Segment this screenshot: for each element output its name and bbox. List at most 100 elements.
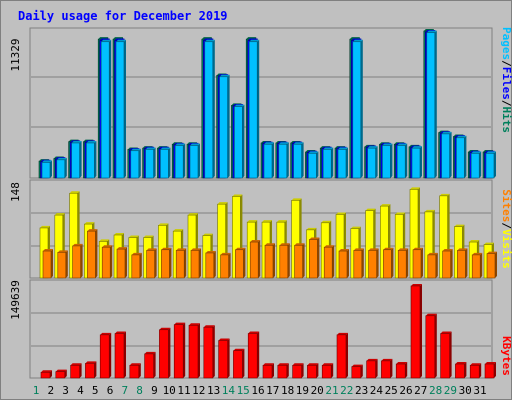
x-tick-label: 7: [121, 384, 128, 397]
bar-kbytes-9: [159, 327, 171, 379]
bar-pages-5: [100, 39, 112, 179]
bar-kbytes-21: [336, 332, 348, 379]
bar-sites-27: [427, 252, 438, 279]
x-tick-label: 16: [251, 384, 264, 397]
bar-sites-20: [323, 245, 335, 279]
y-max-label-top: 11329: [9, 38, 22, 71]
x-tick-label: 31: [473, 384, 486, 397]
bar-pages-23: [367, 146, 378, 179]
bar-kbytes-31: [484, 362, 496, 379]
bar-pages-28: [441, 131, 452, 179]
bar-kbytes-10: [173, 322, 186, 379]
bar-sites-5: [101, 245, 113, 279]
bar-sites-16: [264, 243, 275, 279]
y-max-label-middle: 148: [9, 182, 22, 202]
x-tick-label: 18: [281, 384, 294, 397]
x-tick-label: 19: [296, 384, 309, 397]
bar-sites-21: [338, 249, 349, 279]
x-tick-label: 21: [325, 384, 338, 397]
bar-sites-17: [279, 243, 290, 279]
bar-pages-14: [234, 104, 245, 179]
bar-pages-10: [174, 143, 186, 179]
bar-pages-3: [71, 140, 82, 179]
bar-sites-30: [471, 252, 483, 279]
bar-sites-11: [190, 248, 201, 279]
bar-kbytes-6: [114, 331, 126, 379]
bar-kbytes-2: [55, 369, 67, 379]
bar-pages-18: [293, 142, 304, 179]
side-label-middle: Sites/Visits: [500, 189, 512, 269]
bar-sites-19: [309, 237, 320, 279]
bar-sites-10: [175, 248, 187, 279]
bar-sites-23: [368, 248, 379, 279]
bar-pages-31: [485, 151, 496, 179]
bar-sites-1: [42, 249, 53, 279]
x-tick-label: 27: [414, 384, 427, 397]
bar-kbytes-3: [70, 363, 82, 379]
bar-pages-4: [86, 140, 97, 179]
bar-kbytes-7: [129, 363, 141, 379]
side-label-slash: /: [500, 222, 512, 229]
side-label-kbytes: KBytes: [500, 336, 512, 376]
bar-pages-16: [263, 142, 274, 179]
bar-sites-8: [146, 248, 157, 279]
bar-kbytes-12: [203, 325, 215, 379]
bar-kbytes-30: [469, 363, 482, 379]
bar-pages-13: [219, 74, 230, 179]
x-tick-label: 4: [77, 384, 84, 397]
bar-pages-2: [56, 157, 67, 179]
x-tick-label: 10: [163, 384, 176, 397]
bar-sites-3: [72, 243, 83, 279]
x-tick-label: 14: [222, 384, 236, 397]
bar-kbytes-15: [247, 331, 260, 379]
bar-kbytes-24: [381, 358, 393, 379]
x-tick-label: 24: [370, 384, 384, 397]
x-tick-label: 9: [151, 384, 158, 397]
bar-kbytes-26: [410, 283, 422, 379]
bar-sites-29: [457, 248, 468, 279]
bar-kbytes-18: [292, 363, 304, 379]
bar-sites-2: [57, 250, 68, 279]
bar-pages-21: [337, 147, 348, 179]
bar-pages-30: [470, 151, 482, 179]
x-tick-labels: 1 2 3 4 5 6 7 8 9 10 11 12 13 14 15 16 17 18 19 20 21 22 23 24 2…: [33, 384, 487, 397]
x-tick-label: 2: [47, 384, 54, 397]
bar-pages-26: [411, 146, 422, 179]
side-label-slash: /: [500, 100, 512, 107]
bar-sites-24: [383, 247, 394, 279]
bar-kbytes-1: [40, 370, 52, 379]
bar-pages-8: [145, 147, 156, 179]
x-tick-label: 6: [107, 384, 114, 397]
side-label-hits: Hits: [500, 107, 512, 134]
y-max-label-bottom: 149639: [9, 280, 22, 320]
bar-kbytes-29: [455, 362, 467, 379]
x-tick-label: 1: [33, 384, 40, 397]
bar-sites-26: [412, 247, 423, 279]
side-label-visits: Visits: [500, 229, 512, 269]
side-label-files: Files: [500, 67, 512, 100]
bar-kbytes-22: [351, 364, 363, 379]
bar-sites-28: [442, 249, 453, 279]
bar-sites-12: [205, 250, 216, 279]
bar-pages-7: [130, 148, 141, 179]
x-tick-label: 5: [92, 384, 99, 397]
bar-pages-19: [308, 151, 319, 179]
x-tick-label: 20: [311, 384, 324, 397]
bar-kbytes-27: [425, 313, 437, 379]
bar-sites-9: [161, 247, 172, 279]
bar-pages-9: [160, 147, 171, 179]
bar-kbytes-14: [233, 348, 245, 379]
bar-pages-24: [382, 143, 393, 179]
bar-pages-11: [189, 143, 200, 179]
bar-sites-14: [235, 247, 246, 279]
bar-pages-22: [352, 39, 363, 179]
x-tick-label: 28: [429, 384, 442, 397]
bar-pages-12: [204, 39, 215, 179]
bar-pages-1: [41, 160, 52, 179]
bar-pages-17: [278, 142, 289, 179]
bar-sites-13: [220, 252, 231, 279]
x-tick-label: 23: [355, 384, 368, 397]
x-tick-label: 13: [207, 384, 220, 397]
bars-layer: [38, 29, 497, 379]
